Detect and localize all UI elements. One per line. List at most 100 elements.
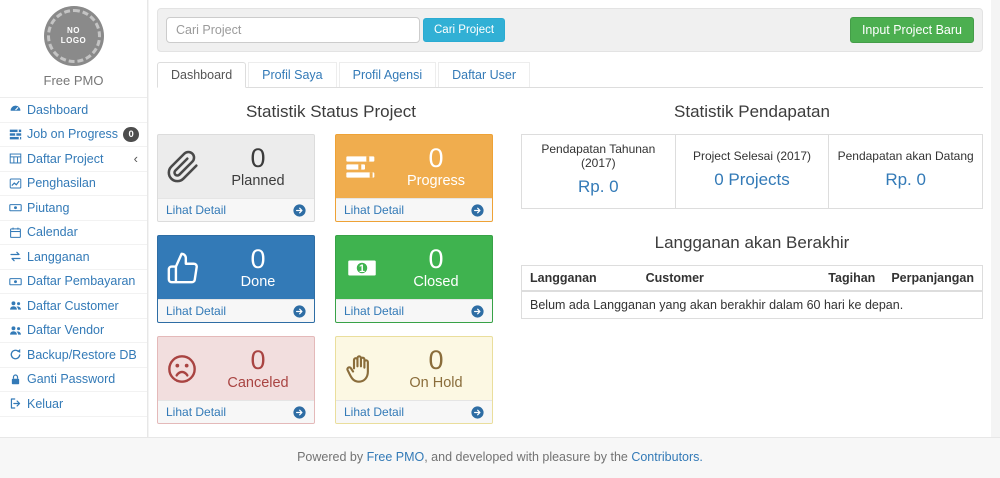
status-card-canceled: 0 Canceled Lihat Detail	[157, 336, 315, 424]
dashboard-content: Statistik Status Project 0 Planned Lihat…	[149, 88, 991, 424]
tab-daftar-user[interactable]: Daftar User	[438, 62, 530, 87]
sidebar-item-langganan[interactable]: Langganan	[0, 245, 147, 270]
status-section-title: Statistik Status Project	[245, 102, 417, 121]
status-count: 0	[428, 243, 444, 274]
search-button[interactable]: Cari Project	[423, 18, 506, 42]
arrow-circle-right-icon[interactable]	[471, 203, 484, 217]
search-input[interactable]	[166, 17, 420, 43]
income-stats-row: Pendapatan Tahunan (2017) Rp. 0 Project …	[521, 134, 983, 209]
sidebar-item-label: Daftar Pembayaran	[27, 274, 136, 289]
status-card-progress: 0 Progress Lihat Detail	[335, 134, 493, 222]
status-count: 0	[250, 344, 266, 375]
sidebar-item-daftar-pembayaran[interactable]: Daftar Pembayaran	[0, 270, 147, 294]
arrow-circle-right-icon[interactable]	[293, 405, 306, 419]
sidebar-item-piutang[interactable]: Piutang	[0, 196, 147, 221]
sidebar-item-label: Daftar Vendor	[27, 323, 105, 338]
lihat-detail-link[interactable]: Lihat Detail	[344, 405, 405, 419]
sidebar-item-job-on-progress[interactable]: Job on Progress 0	[0, 123, 147, 147]
sidebar-item-dashboard[interactable]: Dashboard	[0, 98, 147, 123]
footer-text: , and developed with pleasure by the	[424, 450, 632, 464]
new-project-button[interactable]: Input Project Baru	[849, 17, 974, 43]
col-langganan: Langganan	[521, 265, 638, 292]
card-footer: Lihat Detail	[336, 299, 492, 322]
status-cards: 0 Planned Lihat Detail 0 Progre	[157, 134, 505, 424]
tab-profil-agensi[interactable]: Profil Agensi	[338, 62, 437, 87]
income-column: Statistik Pendapatan Pendapatan Tahunan …	[521, 92, 983, 424]
sidebar-item-backup-restore-db[interactable]: Backup/Restore DB	[0, 343, 147, 368]
users-icon	[9, 324, 22, 337]
tab-bar: Dashboard Profil Saya Profil Agensi Daft…	[157, 62, 983, 88]
lihat-detail-link[interactable]: Lihat Detail	[344, 304, 405, 318]
lihat-detail-link[interactable]: Lihat Detail	[166, 405, 227, 419]
card-body: 0 Done	[158, 236, 314, 299]
status-name: Progress	[406, 172, 466, 189]
free-pmo-link[interactable]: Free PMO	[366, 450, 425, 464]
footer-text: Powered by	[297, 450, 367, 464]
income-stats-table: Pendapatan Tahunan (2017) Rp. 0 Project …	[521, 134, 983, 209]
stat-label: Project Selesai (2017)	[692, 149, 812, 163]
lock-icon	[9, 373, 22, 386]
subscription-section-title: Langganan akan Berakhir	[654, 233, 850, 252]
lihat-detail-link[interactable]: Lihat Detail	[166, 203, 227, 217]
arrow-circle-right-icon[interactable]	[293, 304, 306, 318]
no-logo-text: NO LOGO	[60, 25, 87, 45]
card-body: 0 Canceled	[158, 337, 314, 400]
lihat-detail-link[interactable]: Lihat Detail	[344, 203, 405, 217]
status-name: Closed	[413, 273, 459, 290]
page-footer: Powered by Free PMO, and developed with …	[0, 437, 1000, 478]
card-footer: Lihat Detail	[158, 400, 314, 423]
job-count-badge: 0	[123, 126, 140, 142]
sidebar-item-penghasilan[interactable]: Penghasilan	[0, 172, 147, 196]
arrow-circle-right-icon[interactable]	[471, 304, 484, 318]
sidebar-item-calendar[interactable]: Calendar	[0, 221, 147, 245]
search-toolbar: Cari Project Input Project Baru	[157, 8, 983, 52]
contributors-link[interactable]: Contributors.	[631, 450, 703, 464]
card-body: 0 Planned	[158, 135, 314, 198]
status-name: Planned	[231, 172, 285, 189]
stat-label: Pendapatan akan Datang	[837, 149, 974, 163]
sidebar-item-daftar-customer[interactable]: Daftar Customer	[0, 294, 147, 319]
stat-label: Pendapatan Tahunan (2017)	[541, 142, 656, 170]
col-tagihan: Tagihan	[818, 265, 884, 292]
lihat-detail-link[interactable]: Lihat Detail	[166, 304, 227, 318]
sidebar-item-label: Penghasilan	[27, 176, 96, 191]
sidebar-item-label: Job on Progress	[27, 127, 119, 142]
card-stats: 0 Planned	[210, 142, 306, 190]
sidebar-item-daftar-vendor[interactable]: Daftar Vendor	[0, 319, 147, 343]
users-icon	[9, 299, 22, 312]
sidebar-item-label: Piutang	[27, 200, 70, 215]
thumbs-up-icon	[166, 251, 210, 285]
card-body: 0 On Hold	[336, 337, 492, 400]
col-perpanjangan: Perpanjangan	[883, 265, 983, 292]
sidebar-item-label: Daftar Project	[27, 151, 104, 166]
income-stat-cell: Pendapatan Tahunan (2017) Rp. 0	[521, 134, 676, 209]
exchange-icon	[9, 250, 22, 263]
card-stats: 0 Done	[210, 244, 306, 291]
sidebar-item-daftar-project[interactable]: Daftar Project ‹	[0, 147, 147, 172]
sidebar: NO LOGO Free PMO Dashboard Job on Progre…	[0, 0, 148, 437]
sidebar-item-ganti-password[interactable]: Ganti Password	[0, 368, 147, 392]
tab-dashboard[interactable]: Dashboard	[157, 62, 247, 88]
sidebar-item-label: Daftar Customer	[27, 298, 119, 313]
card-body: 1 0 Closed	[336, 236, 492, 299]
tab-profil-saya[interactable]: Profil Saya	[248, 62, 337, 87]
refresh-icon	[9, 348, 22, 361]
sidebar-item-label: Backup/Restore DB	[27, 347, 137, 362]
status-column: Statistik Status Project 0 Planned Lihat…	[157, 92, 505, 424]
status-name: Done	[240, 273, 276, 290]
stat-value: Rp. 0	[578, 177, 619, 196]
status-count: 0	[250, 142, 266, 173]
sidebar-item-keluar[interactable]: Keluar	[0, 392, 147, 417]
logo-area: NO LOGO	[0, 0, 147, 63]
calendar-icon	[9, 226, 22, 239]
income-stat-cell: Project Selesai (2017) 0 Projects	[674, 134, 830, 209]
arrow-circle-right-icon[interactable]	[471, 405, 484, 419]
stat-value: Rp. 0	[885, 170, 926, 189]
arrow-circle-right-icon[interactable]	[293, 203, 306, 217]
sign-out-icon	[9, 397, 22, 410]
money-icon	[9, 201, 22, 214]
income-stat-cell: Pendapatan akan Datang Rp. 0	[828, 134, 983, 209]
paperclip-icon	[166, 150, 210, 184]
money-icon	[9, 275, 22, 288]
status-card-planned: 0 Planned Lihat Detail	[157, 134, 315, 222]
